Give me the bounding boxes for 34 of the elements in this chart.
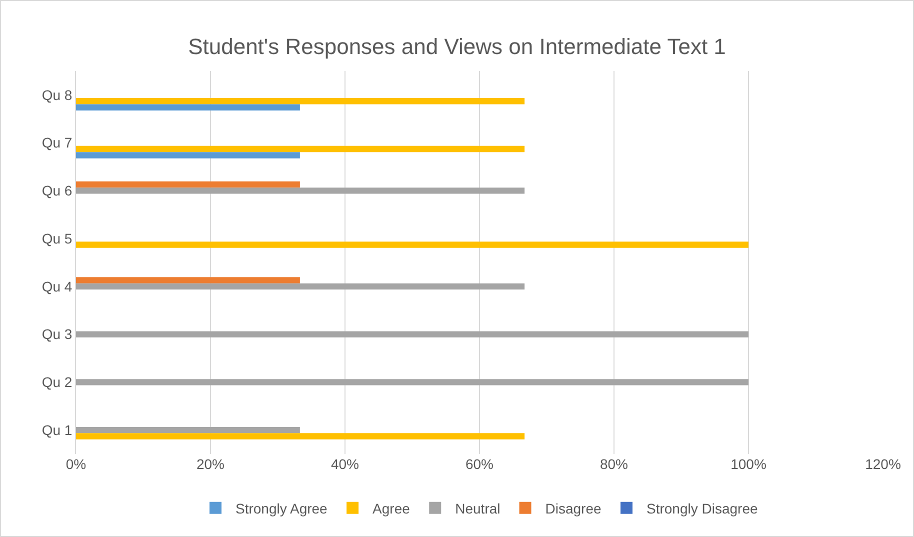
bar: [76, 426, 300, 434]
bar: [76, 104, 300, 110]
x-tick-label: 0%: [66, 456, 86, 472]
legend-label: Strongly Disagree: [646, 500, 758, 516]
bar: [76, 188, 525, 194]
bar: [76, 98, 525, 104]
x-tick-label: 40%: [330, 456, 360, 472]
legend-label: Strongly Agree: [236, 500, 328, 516]
y-tick-label: Qu 4: [42, 278, 72, 294]
bar: [76, 331, 748, 338]
legend-label: Neutral: [455, 500, 500, 516]
bar: [76, 242, 748, 248]
bar: [76, 283, 525, 290]
y-tick-label: Qu 8: [42, 86, 72, 103]
x-tick-label: 100%: [730, 456, 766, 472]
x-tick-label: 60%: [465, 456, 494, 472]
bar: [76, 379, 748, 386]
legend-label: Agree: [372, 500, 410, 516]
y-tick-label: Qu 2: [42, 374, 72, 390]
y-tick-label: Qu 3: [42, 326, 72, 342]
y-tick-label: Qu 1: [42, 422, 72, 438]
y-tick-label: Qu 6: [42, 182, 72, 199]
bar: [76, 146, 525, 152]
bar: [76, 181, 300, 188]
x-tick-label: 20%: [196, 456, 225, 472]
y-tick-label: Qu 7: [42, 134, 72, 151]
bar: [76, 433, 525, 440]
chart-title: Student's Responses and Views on Intermediate Text 1: [188, 34, 726, 59]
legend-label: Disagree: [545, 500, 602, 516]
y-tick-label: Qu 5: [42, 230, 72, 246]
x-tick-label: 120%: [865, 456, 901, 472]
bar: [76, 152, 300, 158]
bar: [76, 277, 300, 284]
x-tick-label: 80%: [600, 456, 628, 472]
